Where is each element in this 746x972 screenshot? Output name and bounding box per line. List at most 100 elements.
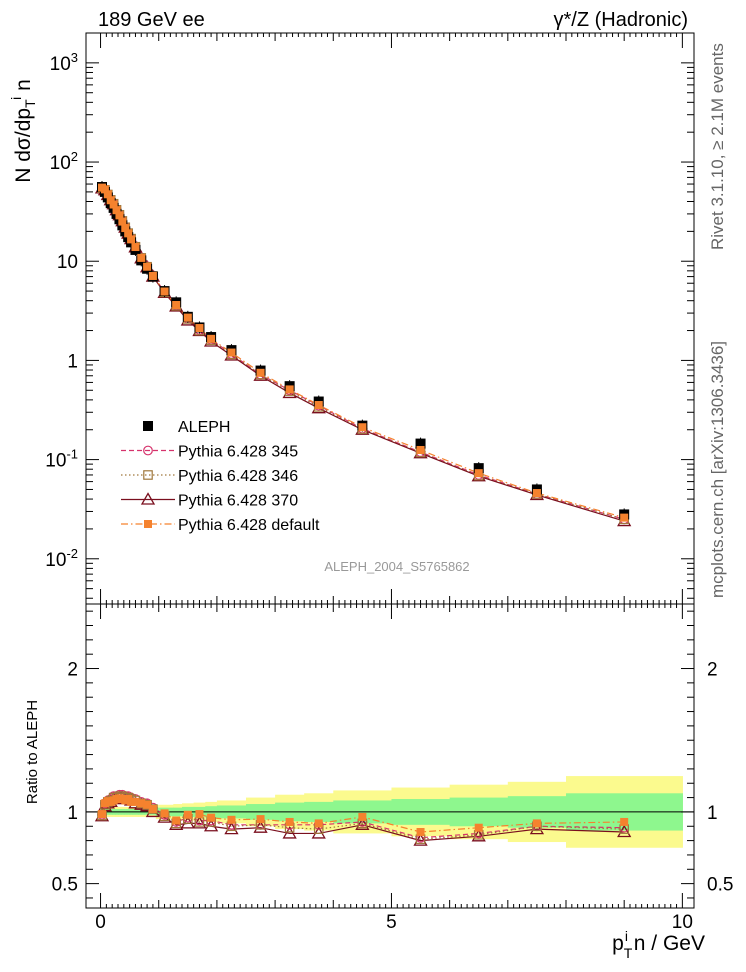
- mc-point: [103, 190, 112, 199]
- ratio-point: [471, 828, 486, 842]
- ratio-point: [285, 817, 294, 826]
- ratio-point: [203, 818, 219, 832]
- mc-point: [160, 287, 169, 296]
- y-tick-label: 10: [57, 252, 78, 273]
- mc-point: [416, 445, 425, 454]
- ratio-point: [131, 797, 140, 806]
- ratio-point: [529, 821, 545, 835]
- x-axis-title: pTi n / GeV: [612, 928, 705, 961]
- y-tick-label: 10-1: [45, 447, 78, 472]
- mc-point: [314, 401, 323, 410]
- y-axis-title: N dσ/dpTi n: [8, 79, 38, 183]
- ratio-tick-label-right: 1: [707, 803, 718, 824]
- x-tick-label: 10: [672, 912, 693, 933]
- ratio-point: [127, 797, 136, 806]
- ratio-tick-label-right: 0.5: [707, 875, 733, 896]
- ratio-point: [253, 820, 268, 833]
- ratio-plot-frame: [85, 603, 695, 909]
- mc-point: [148, 271, 157, 280]
- ratio-point: [474, 823, 483, 832]
- ratio-point: [143, 800, 152, 809]
- mc-point: [532, 489, 541, 498]
- ratio-series-layer: [94, 789, 632, 846]
- x-tick-label: 5: [386, 912, 397, 933]
- legend: ALEPH Pythia 6.428 345 Pythia 6.428 346 Pyt…: [121, 419, 320, 534]
- mc-point: [207, 334, 216, 343]
- ratio-axis-ticks: [86, 604, 694, 908]
- ratio-point: [195, 810, 204, 819]
- main-y-tick-labels: 10-2 10-1 1 10 102 103: [45, 50, 78, 571]
- ratio-point: [148, 805, 157, 814]
- x-tick-label: 0: [95, 912, 106, 933]
- ratio-point: [314, 819, 323, 828]
- mc-point: [227, 348, 236, 357]
- mc-point: [256, 368, 265, 377]
- mc-point: [118, 217, 127, 226]
- y-tick-label: 102: [50, 149, 78, 174]
- y-tick-label: 10-2: [45, 546, 78, 571]
- ratio-point: [180, 816, 195, 829]
- mc-point: [172, 300, 181, 309]
- ratio-point: [137, 799, 146, 808]
- mc-point: [143, 262, 152, 271]
- mc-point: [137, 253, 146, 262]
- ratio-point: [160, 809, 169, 818]
- legend-label: ALEPH: [178, 419, 230, 436]
- ratio-point: [282, 826, 297, 839]
- ratio-y-tick-labels: 0.5 0.5 1 1 2 2: [52, 660, 734, 896]
- legend-label: Pythia 6.428 346: [178, 468, 298, 485]
- mc-point: [131, 243, 140, 252]
- ratio-y-axis-title: Ratio to ALEPH: [24, 700, 41, 804]
- mc-point: [285, 385, 294, 394]
- ratio-tick-label-right: 2: [707, 660, 718, 681]
- ratio-tick-label-left: 2: [67, 660, 78, 681]
- mc-point: [127, 235, 136, 244]
- ratio-point: [256, 815, 265, 824]
- ratio-point: [183, 810, 192, 819]
- analysis-watermark: ALEPH_2004_S5765862: [324, 559, 469, 574]
- legend-label: Pythia 6.428 370: [178, 493, 298, 510]
- legend-label: Pythia 6.428 345: [178, 444, 298, 461]
- main-series-layer: [94, 181, 632, 527]
- ratio-point: [148, 804, 158, 814]
- ratio-tick-label-left: 1: [67, 803, 78, 824]
- ratio-point: [413, 833, 428, 846]
- mc-point: [195, 324, 204, 333]
- data-point: [415, 438, 426, 449]
- mc-point: [183, 313, 192, 322]
- legend-marker: [144, 520, 152, 528]
- y-tick-label: 103: [50, 50, 78, 75]
- mc-point: [109, 200, 118, 209]
- ratio-point: [192, 816, 207, 829]
- mc-point: [106, 196, 115, 205]
- ratio-point: [311, 826, 326, 839]
- ratio-point: [532, 819, 541, 828]
- mc-point: [620, 513, 629, 522]
- legend-marker: [143, 421, 153, 431]
- y-tick-label: 1: [67, 351, 78, 372]
- ratio-point: [416, 828, 425, 836]
- ratio-point: [227, 815, 236, 824]
- ratio-point: [620, 817, 629, 826]
- mc-point: [358, 423, 367, 432]
- ratio-tick-label-left: 0.5: [52, 875, 78, 896]
- main-axis-ticks: [86, 32, 694, 604]
- mc-point: [121, 224, 130, 233]
- header-right: γ*/Z (Hadronic): [554, 9, 688, 31]
- mcplots-label: mcplots.cern.ch [arXiv:1306.3436]: [708, 341, 727, 598]
- ratio-point: [358, 812, 367, 821]
- mc-point: [124, 229, 133, 238]
- ratio-point: [355, 817, 370, 830]
- rivet-label: Rivet 3.1.10, ≥ 2.1M events: [708, 43, 727, 250]
- ratio-point: [172, 816, 181, 825]
- mc-point: [112, 206, 121, 215]
- mc-point: [474, 469, 483, 478]
- x-tick-labels: 0 5 10: [95, 912, 693, 933]
- legend-marker: [143, 445, 153, 456]
- legend-label: Pythia 6.428 default: [178, 517, 320, 534]
- header-left: 189 GeV ee: [98, 9, 205, 31]
- mc-point: [115, 211, 124, 220]
- legend-marker: [140, 492, 156, 505]
- data-point: [473, 463, 484, 474]
